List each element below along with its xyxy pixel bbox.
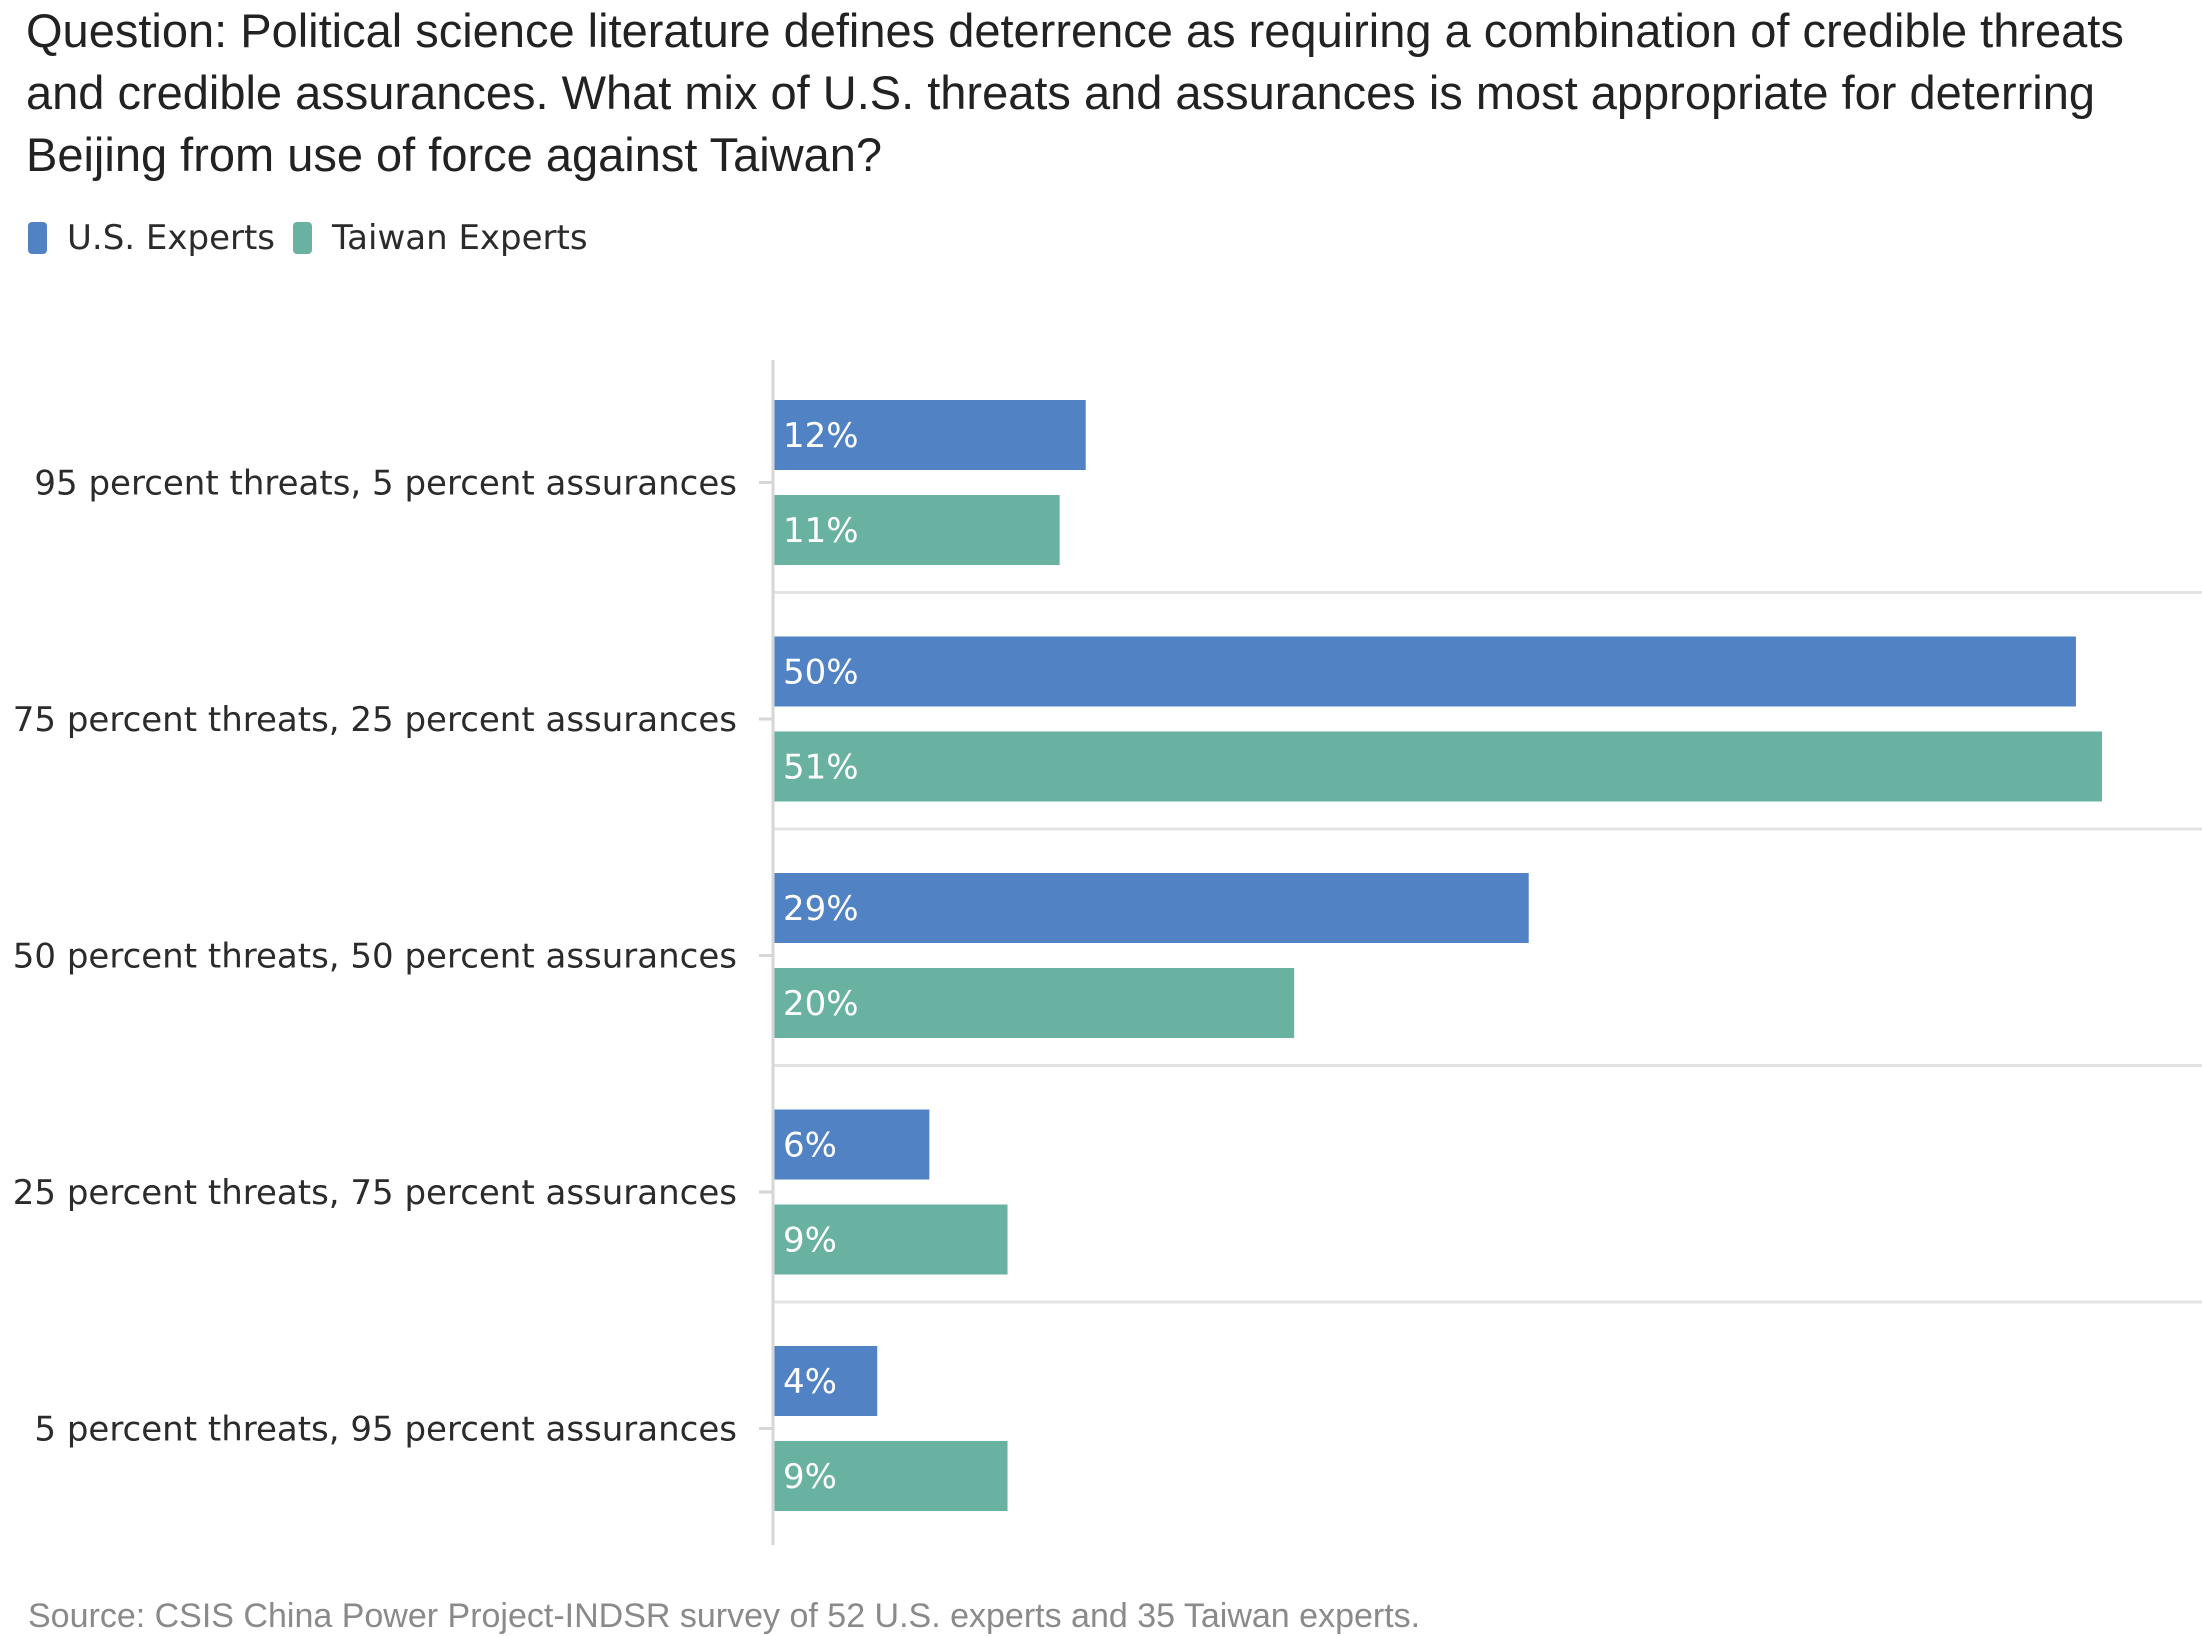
bar-value-label: 50% [783,653,859,693]
bar-value-label: 12% [783,416,859,456]
bar-value-label: 9% [783,1221,837,1261]
legend-label-taiwan-experts: Taiwan Experts [332,218,588,258]
bar-value-label: 51% [783,748,859,788]
chart-title: Question: Political science literature d… [26,4,2124,181]
bar-value-label: 4% [783,1362,837,1402]
bar-chart-svg: 12% 11% 95 percent threats, 5 percent assu… [13,360,2202,1545]
bar-value-label: 11% [783,511,859,551]
category-label: 75 percent threats, 25 percent assurance… [13,700,737,740]
bar-taiwan-experts [773,1204,1008,1275]
chart-area: 12% 11% 95 percent threats, 5 percent assu… [0,340,2202,1560]
bar-taiwan-experts [773,495,1060,565]
chart-legend: U.S. Experts Taiwan Experts [28,214,606,262]
bar-us-experts [773,400,1086,470]
category-label: 5 percent threats, 95 percent assurances [34,1410,737,1450]
category-label: 95 percent threats, 5 percent assurances [34,464,737,504]
bar-us-experts [773,636,2076,707]
bar-us-experts [773,873,1529,943]
bar-value-label: 20% [783,984,859,1024]
legend-label-us-experts: U.S. Experts [67,218,276,258]
bar-value-label: 29% [783,889,859,929]
bar-us-experts [773,1109,930,1180]
category-label: 25 percent threats, 75 percent assurance… [13,1173,737,1213]
bar-value-label: 6% [783,1126,837,1166]
category-label: 50 percent threats, 50 percent assurance… [13,937,737,977]
bar-taiwan-experts [773,731,2102,802]
legend-item-us-experts: U.S. Experts [28,218,275,258]
legend-swatch-taiwan-experts [293,222,313,254]
source-note: Source: CSIS China Power Project-INDSR s… [28,1597,1421,1635]
legend-item-taiwan-experts: Taiwan Experts [293,218,588,258]
bar-value-label: 9% [783,1457,837,1497]
bar-taiwan-experts [773,1441,1008,1511]
bar-us-experts [773,1346,878,1416]
legend-swatch-us-experts [28,222,47,254]
bar-taiwan-experts [773,968,1295,1038]
